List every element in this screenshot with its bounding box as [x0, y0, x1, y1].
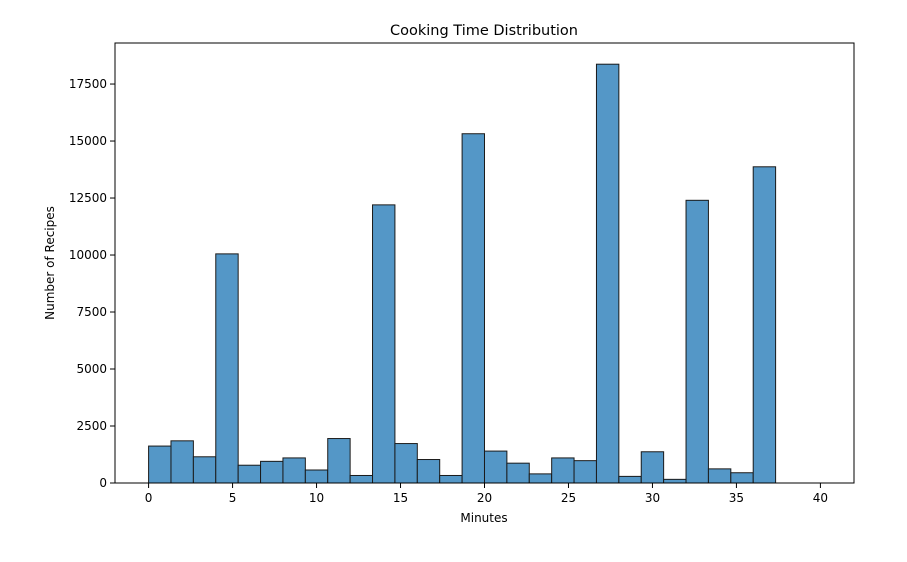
x-tick-label: 5: [229, 491, 237, 505]
x-tick-label: 20: [477, 491, 492, 505]
histogram-bar: [506, 462, 530, 484]
y-tick-label: 2500: [76, 419, 107, 433]
y-tick-label: 0: [99, 476, 107, 490]
histogram-bar: [551, 457, 575, 484]
histogram-bar: [640, 451, 665, 484]
chart-title: Cooking Time Distribution: [390, 23, 578, 39]
histogram-bar: [528, 473, 553, 484]
histogram-bar: [461, 133, 485, 484]
x-tick-label: 0: [145, 491, 153, 505]
histogram-bar: [439, 474, 463, 484]
x-tick-label: 10: [309, 491, 324, 505]
histogram-bar: [170, 440, 194, 484]
histogram-bar: [304, 469, 329, 484]
histogram-bar: [730, 472, 754, 484]
y-tick-label: 12500: [69, 191, 107, 205]
histogram-bar: [752, 166, 777, 484]
y-axis: 0 2500 5000 7500 10000 12500 15000 17500: [69, 77, 115, 490]
x-axis: 0 5 10 15 20 25 30 35 40: [145, 483, 828, 505]
histogram-bar: [663, 478, 687, 484]
histogram-bar: [148, 445, 172, 484]
histogram-bar: [327, 438, 351, 484]
x-tick-label: 25: [561, 491, 576, 505]
histogram-bar: [215, 253, 239, 484]
y-tick-label: 5000: [76, 362, 107, 376]
x-tick-label: 40: [813, 491, 828, 505]
histogram-bar: [192, 456, 217, 484]
y-axis-label: Number of Recipes: [43, 206, 57, 320]
histogram-bar: [349, 474, 374, 484]
histogram-bar: [685, 199, 709, 484]
histogram-bar: [394, 443, 418, 484]
x-axis-label: Minutes: [460, 511, 507, 525]
histogram-bar: [372, 204, 396, 484]
histogram-bar: [595, 63, 620, 484]
histogram-bar: [237, 464, 262, 484]
histogram-bar: [573, 460, 597, 484]
histogram-bar: [282, 457, 306, 484]
x-tick-label: 15: [393, 491, 408, 505]
x-tick-label: 35: [729, 491, 744, 505]
histogram-bar: [416, 459, 441, 484]
y-tick-label: 10000: [69, 248, 107, 262]
y-tick-label: 15000: [69, 134, 107, 148]
bars-group: [148, 63, 777, 484]
histogram-bar: [483, 450, 508, 484]
histogram-bar: [260, 460, 284, 484]
histogram-bar: [618, 475, 642, 484]
y-tick-label: 7500: [76, 305, 107, 319]
x-tick-label: 30: [645, 491, 660, 505]
y-tick-label: 17500: [69, 77, 107, 91]
histogram-bar: [707, 468, 732, 484]
